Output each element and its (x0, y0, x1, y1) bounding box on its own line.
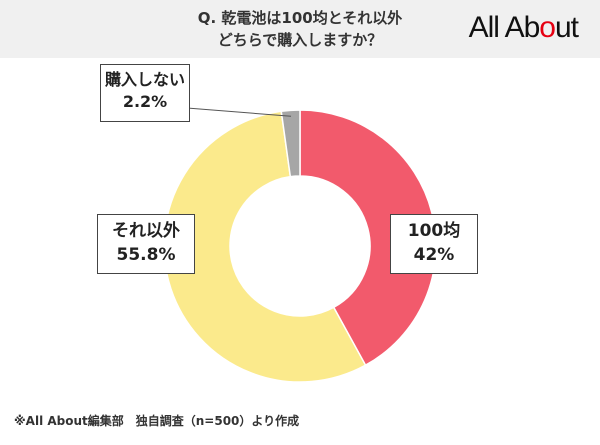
leader-line-no-purchase (186, 107, 292, 117)
question-title-line2: どちらで購入しますか？ (217, 31, 383, 49)
slice-other (163, 110, 367, 383)
label-other: それ以外 55.8% (97, 214, 195, 274)
slice-no-purchase (280, 109, 301, 178)
label-100yen: 100均 42% (390, 214, 478, 274)
label-100yen-name: 100均 (407, 221, 461, 241)
all-about-logo: All About (468, 10, 579, 46)
label-no-purchase-value: 2.2% (122, 92, 168, 111)
question-title-line1: Q. 乾電池は100均とそれ以外 (197, 9, 403, 27)
label-other-value: 55.8% (116, 245, 176, 265)
logo-text-part1: All Ab (468, 11, 541, 44)
logo-text-dot: o (539, 11, 556, 44)
label-other-name: それ以外 (112, 221, 180, 241)
source-note: ※All About編集部 独自調査（n=500）より作成 (14, 414, 300, 428)
slice-100yen (299, 109, 437, 367)
header-bar (0, 0, 600, 58)
label-100yen-value: 42% (413, 245, 455, 265)
label-no-purchase-name: 購入しない (104, 70, 185, 89)
label-no-purchase: 購入しない 2.2% (100, 64, 190, 122)
logo-text-part2: ut (554, 11, 579, 44)
